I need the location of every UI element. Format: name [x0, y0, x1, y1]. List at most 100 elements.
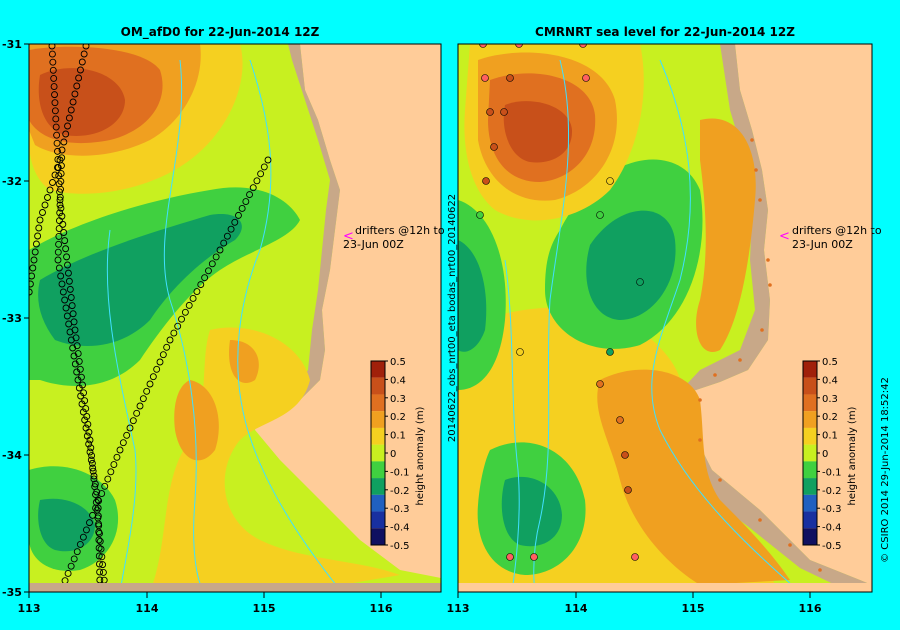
observation-point	[515, 44, 523, 48]
drifter-marker	[78, 400, 86, 408]
right-side-label: 20140622_obs_nrt00_eta bodas_nrt00_20140…	[447, 194, 458, 442]
drifter-marker	[55, 172, 63, 180]
colorbar-tick-label: 0	[390, 449, 396, 460]
drifter-marker	[90, 475, 98, 483]
observation-point	[596, 380, 604, 388]
right-warm-core	[503, 101, 573, 163]
drifter-marker	[87, 444, 95, 452]
observation-point	[631, 553, 639, 561]
drifter-marker	[82, 44, 90, 50]
drifter-marker	[51, 99, 59, 107]
drifter-marker	[170, 329, 178, 337]
drifter-marker	[101, 482, 109, 490]
right-isobath-2	[651, 59, 801, 592]
left-isobath-3	[106, 229, 137, 592]
drifter-marker	[63, 312, 71, 320]
right-map-panel: CMRNRT sea level for 22-Jun-2014 12Z	[447, 25, 882, 615]
drifter-marker	[129, 417, 137, 425]
drifter-marker	[98, 490, 106, 498]
drifter-marker	[61, 237, 69, 245]
drifter-marker	[208, 260, 216, 268]
observation-point	[482, 177, 490, 185]
lon-tick-label: 114	[565, 602, 588, 615]
colorbar-tick-label: 0	[822, 449, 828, 460]
drifter-marker	[96, 568, 104, 576]
right-orange-coastal	[597, 369, 790, 585]
colorbar-swatch	[803, 461, 817, 479]
drifter-marker	[29, 280, 34, 288]
lon-tick-label: 113	[18, 602, 41, 615]
drifter-marker	[71, 360, 79, 368]
drifter-marker	[67, 106, 75, 114]
drifter-marker	[64, 122, 71, 130]
drifter-marker	[56, 201, 64, 209]
left-lat-ticks: -31 -32 -33 -34 -35	[2, 38, 29, 599]
colorbar-swatch	[371, 461, 385, 479]
drifter-marker	[65, 277, 73, 285]
drifter-marker	[58, 146, 66, 154]
colorbar-swatch	[371, 478, 385, 495]
drifter-marker	[238, 205, 246, 212]
right-map-title: CMRNRT sea level for 22-Jun-2014 12Z	[535, 25, 795, 39]
drifter-marker	[58, 154, 66, 162]
drifter-marker	[58, 280, 66, 288]
drifter-marker	[51, 91, 58, 99]
left-map-title: OM_afD0 for 22-Jun-2014 12Z	[121, 25, 320, 40]
drifter-marker	[56, 209, 64, 217]
drifter-marker	[246, 191, 253, 199]
coastal-observation	[766, 258, 770, 262]
drifter-marker	[69, 98, 77, 106]
left-yellow-region	[150, 327, 400, 592]
left-lon-ticks: 113 114 115 116	[18, 592, 393, 615]
drifter-marker	[41, 201, 49, 209]
drifter-marker	[52, 115, 60, 123]
colorbar-swatch	[371, 361, 385, 378]
drifter-marker	[85, 440, 93, 448]
drifter-marker	[55, 225, 63, 233]
drifter-marker	[51, 107, 59, 115]
lat-tick-label: -34	[2, 449, 22, 462]
colorbar-swatch	[371, 444, 385, 462]
drifter-marker	[253, 177, 261, 185]
drifter-marker	[166, 336, 174, 344]
coastal-observation	[788, 543, 792, 547]
drifter-marker	[260, 163, 268, 171]
drifter-marker	[96, 537, 104, 545]
drifter-marker	[88, 452, 96, 460]
colorbar-swatch	[803, 494, 817, 512]
colorbar-swatch	[371, 511, 385, 529]
observation-point	[616, 416, 624, 424]
colorbar-swatch	[371, 377, 385, 395]
colorbar-swatch	[803, 411, 817, 428]
lon-tick-label: 116	[370, 602, 393, 615]
drifter-marker	[54, 256, 62, 264]
left-map-field	[29, 44, 441, 592]
drifter-marker	[54, 147, 61, 155]
colorbar-tick-label: 0.4	[822, 375, 838, 386]
drifter-marker	[64, 261, 71, 269]
drifter-marker	[126, 424, 134, 432]
left-bottom-strip	[29, 583, 441, 592]
drifter-marker	[65, 114, 73, 122]
drifter-marker	[89, 511, 96, 519]
drifter-marker	[96, 560, 103, 568]
drifter-marker	[54, 164, 61, 171]
coastal-observation	[768, 283, 772, 287]
drifter-marker	[35, 224, 43, 232]
drifter-marker	[65, 320, 73, 328]
drifter-marker	[52, 123, 60, 131]
coastal-observation	[698, 438, 702, 442]
drifter-marker	[93, 488, 101, 496]
observation-point	[481, 74, 489, 82]
drifter-marker	[119, 439, 127, 447]
observation-point	[606, 177, 614, 185]
drifter-marker	[69, 344, 77, 352]
drifter-marker	[143, 387, 151, 395]
drifter-marker	[90, 472, 98, 480]
drifter-marker	[67, 562, 75, 570]
drifter-marker	[60, 138, 68, 146]
left-orange-patch-2	[229, 340, 259, 384]
drifter-marker	[56, 193, 64, 201]
left-colorbar: 0.5 0.4 0.3 0.2 0.1 0 -0.1 -0.2 -0.3 -0.4 -0.5	[370, 357, 410, 552]
